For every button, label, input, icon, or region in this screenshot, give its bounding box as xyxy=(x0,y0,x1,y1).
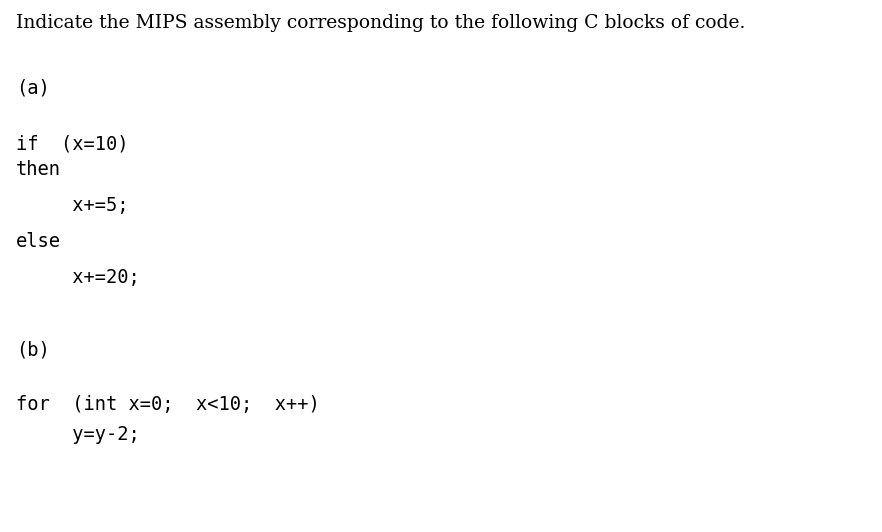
Text: (b): (b) xyxy=(16,340,49,359)
Text: if  (x=10): if (x=10) xyxy=(16,135,129,154)
Text: y=y-2;: y=y-2; xyxy=(16,425,139,444)
Text: (a): (a) xyxy=(16,78,49,97)
Text: for  (int x=0;  x<10;  x++): for (int x=0; x<10; x++) xyxy=(16,395,320,414)
Text: then: then xyxy=(16,160,61,179)
Text: Indicate the MIPS assembly corresponding to the following C blocks of code.: Indicate the MIPS assembly corresponding… xyxy=(16,14,745,32)
Text: x+=20;: x+=20; xyxy=(16,268,139,287)
Text: else: else xyxy=(16,232,61,251)
Text: x+=5;: x+=5; xyxy=(16,196,129,215)
